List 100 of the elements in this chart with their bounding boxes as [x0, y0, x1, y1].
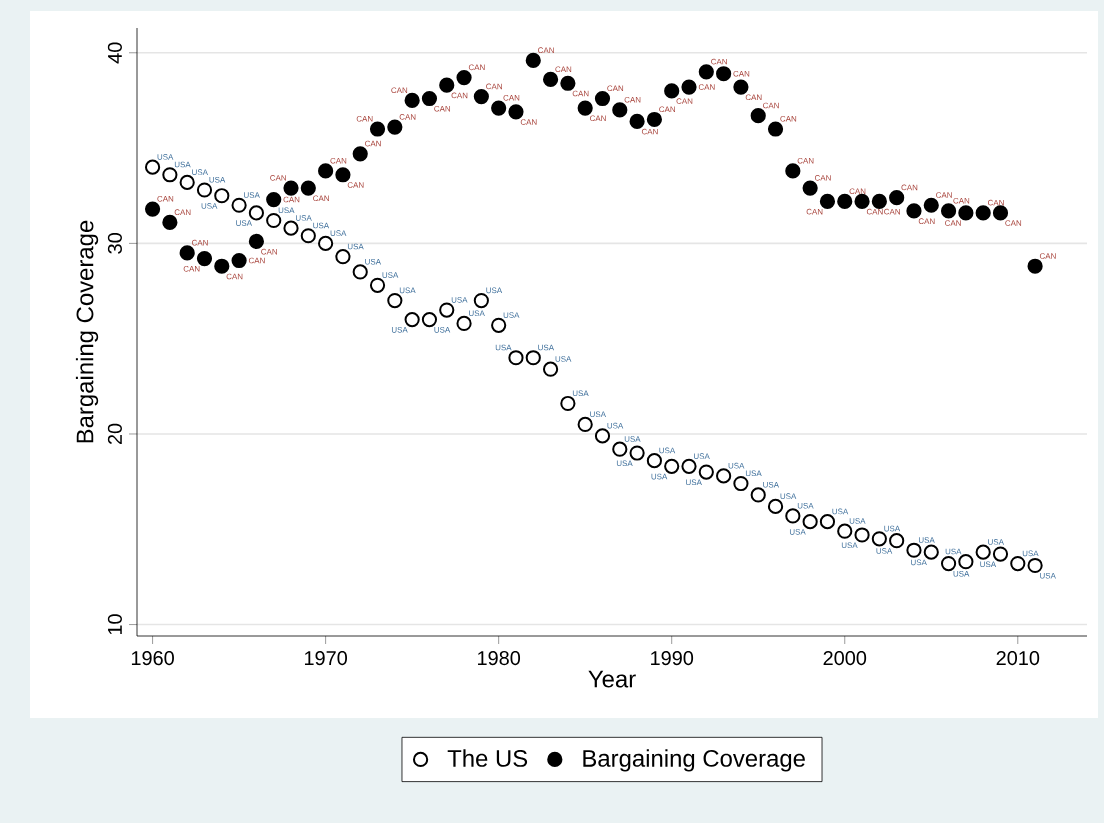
point: [750, 108, 766, 124]
point: [975, 205, 991, 221]
point: [594, 90, 611, 107]
point: [923, 197, 939, 213]
point: [837, 523, 853, 539]
point: [958, 205, 974, 221]
point: [992, 546, 1009, 562]
point: [300, 180, 316, 196]
point: [248, 205, 264, 221]
point: [508, 104, 524, 120]
point: [352, 264, 368, 280]
point: [421, 312, 438, 328]
point: [785, 508, 801, 524]
point: [889, 533, 905, 549]
point: [785, 163, 801, 179]
point: [404, 312, 420, 328]
x-tick-label: 1980: [478, 651, 521, 666]
point: [525, 52, 541, 68]
point: [560, 75, 576, 91]
point: [906, 203, 922, 219]
point: [283, 180, 299, 196]
x-tick-label: 1990: [651, 651, 694, 666]
point: [179, 174, 195, 190]
point: [335, 249, 351, 265]
point: [940, 555, 957, 572]
point: [577, 100, 593, 116]
point: [871, 531, 887, 547]
point: [387, 292, 403, 309]
point: [266, 191, 282, 208]
x-tick-label: 2010: [996, 651, 1040, 666]
point: [629, 445, 645, 461]
point: [819, 514, 836, 530]
point: [473, 292, 489, 309]
point: [214, 188, 230, 204]
point: [352, 146, 368, 162]
point: [439, 302, 455, 318]
point: [508, 350, 524, 366]
point: [612, 441, 628, 457]
point: [318, 163, 334, 179]
point: [1027, 258, 1043, 274]
point: [681, 79, 697, 95]
point: [456, 315, 472, 332]
x-tick-label: 1970: [304, 651, 347, 666]
point: [162, 214, 178, 231]
point: [906, 542, 922, 558]
point: [266, 212, 282, 229]
point: [681, 458, 697, 474]
point: [733, 475, 749, 492]
point: [144, 201, 161, 217]
point: [889, 190, 905, 206]
point: [767, 121, 784, 137]
point: [1027, 557, 1043, 574]
point: [958, 554, 974, 570]
point: [369, 277, 386, 293]
y-axis-title: Bargaining Coverage: [75, 220, 99, 443]
point: [473, 89, 489, 105]
x-axis-title: Year: [588, 670, 636, 688]
point: [318, 235, 334, 251]
point: [716, 468, 732, 484]
point: [646, 453, 662, 469]
point: [819, 193, 836, 210]
point: [854, 193, 870, 210]
point: [992, 205, 1009, 221]
y-tick-label: 40: [107, 42, 122, 64]
point: [456, 69, 472, 86]
point: [214, 258, 230, 274]
point: [525, 350, 541, 366]
x-tick-label: 1960: [131, 651, 174, 666]
point: [196, 251, 213, 267]
legend-label: The US: [447, 749, 528, 767]
point: [144, 159, 161, 175]
x-tick-label: 2000: [823, 651, 867, 666]
point: [542, 361, 559, 377]
point: [231, 252, 247, 269]
point: [975, 544, 991, 560]
point: [179, 245, 195, 261]
point: [560, 395, 576, 412]
point: [300, 228, 316, 244]
point: [248, 233, 264, 250]
point: [612, 102, 628, 118]
point: [854, 527, 870, 543]
point: [542, 71, 559, 88]
point: [750, 487, 766, 503]
point: [335, 167, 351, 183]
point: [594, 428, 611, 444]
point: [698, 64, 714, 80]
point: [577, 416, 593, 433]
point: [733, 79, 749, 95]
y-tick-label: 10: [107, 614, 122, 635]
point: [162, 167, 178, 183]
point: [369, 121, 386, 137]
point: [664, 458, 680, 474]
point: [421, 90, 438, 107]
point: [1010, 555, 1026, 572]
point: [940, 203, 957, 219]
point: [716, 66, 732, 82]
point: [837, 193, 853, 210]
point: [802, 514, 818, 530]
point: [629, 113, 645, 129]
y-tick-label: 30: [107, 233, 122, 254]
